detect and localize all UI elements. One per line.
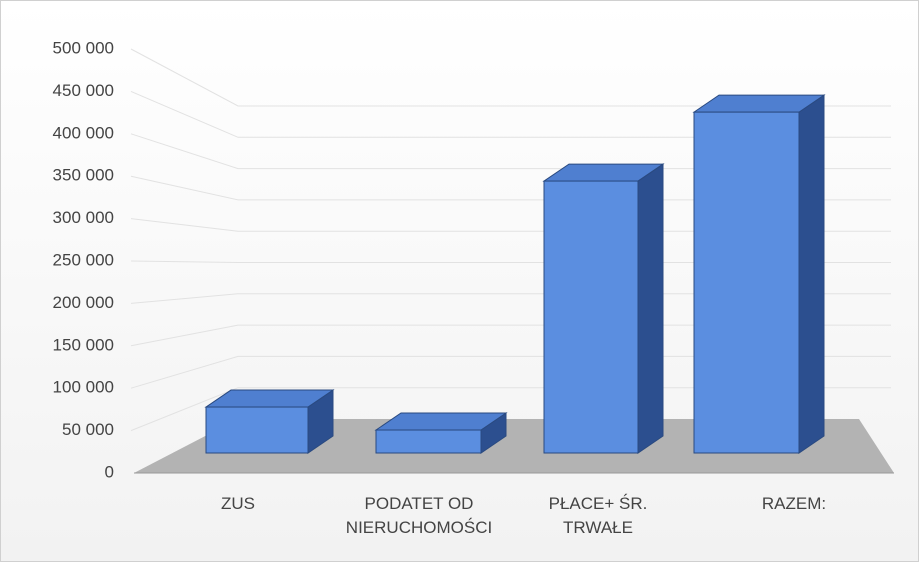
y-tick-label: 400 000 [53, 123, 114, 142]
grid-line [130, 387, 891, 432]
grid-line [130, 355, 891, 389]
bar-front [543, 180, 639, 454]
x-tick-label: RAZEM: [761, 494, 827, 513]
bar [374, 412, 508, 454]
x-tick-label: ZUS [221, 494, 255, 513]
bar-front [693, 111, 800, 454]
x-tick-label: PODATET OD NIERUCHOMOŚCI [345, 494, 493, 537]
grid-line [130, 260, 891, 263]
y-tick-label: 200 000 [53, 293, 114, 312]
bar-side [798, 94, 825, 454]
y-tick-label: 100 000 [53, 378, 114, 397]
grid-line [130, 133, 891, 170]
y-tick-label: 450 000 [53, 81, 114, 100]
bar [542, 163, 665, 454]
bar [692, 94, 826, 454]
y-tick-label: 150 000 [53, 335, 114, 354]
grid-line [130, 293, 891, 304]
x-tick-label: PŁACE+ ŚR. TRWAŁE [548, 494, 648, 537]
grid-line [130, 324, 891, 347]
grid-line [130, 175, 891, 201]
grid-line [130, 48, 891, 107]
bar-front [375, 429, 482, 454]
bar-side [637, 163, 664, 454]
y-tick-label: 300 000 [53, 208, 114, 227]
y-tick-label: 250 000 [53, 250, 114, 269]
y-tick-label: 350 000 [53, 166, 114, 185]
bar-front [205, 406, 309, 454]
y-tick-label: 500 000 [53, 38, 114, 57]
y-tick-label: 0 [105, 462, 114, 481]
grid-line [130, 90, 891, 138]
bar [204, 389, 335, 454]
y-tick-label: 50 000 [62, 420, 114, 439]
grid-line [130, 218, 891, 232]
